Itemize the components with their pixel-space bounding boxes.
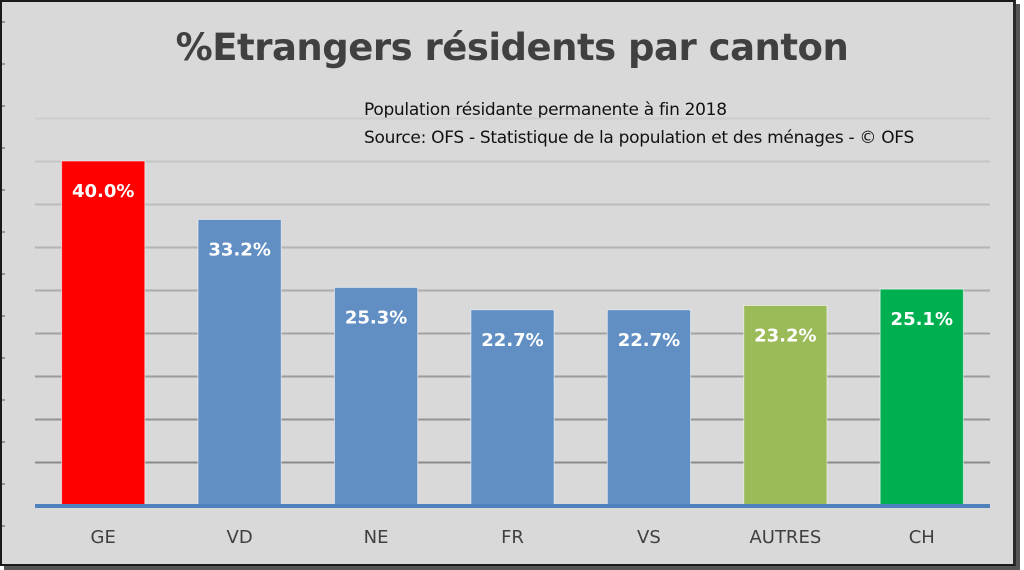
category-label-vd: VD	[227, 527, 253, 548]
value-label-vd: 33.2%	[208, 239, 270, 260]
bars	[61, 160, 964, 506]
bar-vs	[606, 309, 692, 506]
category-label-ge: GE	[91, 527, 116, 548]
category-label-ne: NE	[364, 527, 389, 548]
category-labels: GE VD NE FR VS AUTRES CH	[91, 527, 935, 548]
value-label-vs: 22.7%	[618, 330, 680, 351]
value-label-ge: 40.0%	[72, 181, 134, 202]
category-label-autres: AUTRES	[749, 527, 821, 548]
bar-ch	[879, 288, 964, 506]
category-label-vs: VS	[637, 527, 661, 548]
category-label-ch: CH	[909, 527, 935, 548]
chart-title: %Etrangers résidents par canton	[175, 26, 849, 69]
subtitle-line-source: Source: OFS - Statistique de la populati…	[364, 128, 914, 148]
bar-ge	[61, 160, 146, 506]
subtitle-line-population: Population résidante permanente à fin 20…	[364, 100, 727, 120]
category-label-fr: FR	[501, 527, 524, 548]
value-label-ch: 25.1%	[891, 309, 953, 330]
bar-vd	[197, 218, 282, 506]
bar-value-labels: 40.0% 33.2% 25.3% 22.7% 22.7% 23.2% 25.1%	[72, 181, 953, 351]
bar-ne	[333, 286, 419, 506]
chart-subtitle: Population résidante permanente à fin 20…	[364, 96, 914, 152]
value-label-ne: 25.3%	[345, 307, 407, 328]
bar-fr	[470, 309, 555, 506]
left-edge-ticks	[2, 21, 5, 527]
value-label-autres: 23.2%	[754, 325, 816, 346]
value-label-fr: 22.7%	[481, 330, 543, 351]
bar-autres	[743, 304, 828, 506]
